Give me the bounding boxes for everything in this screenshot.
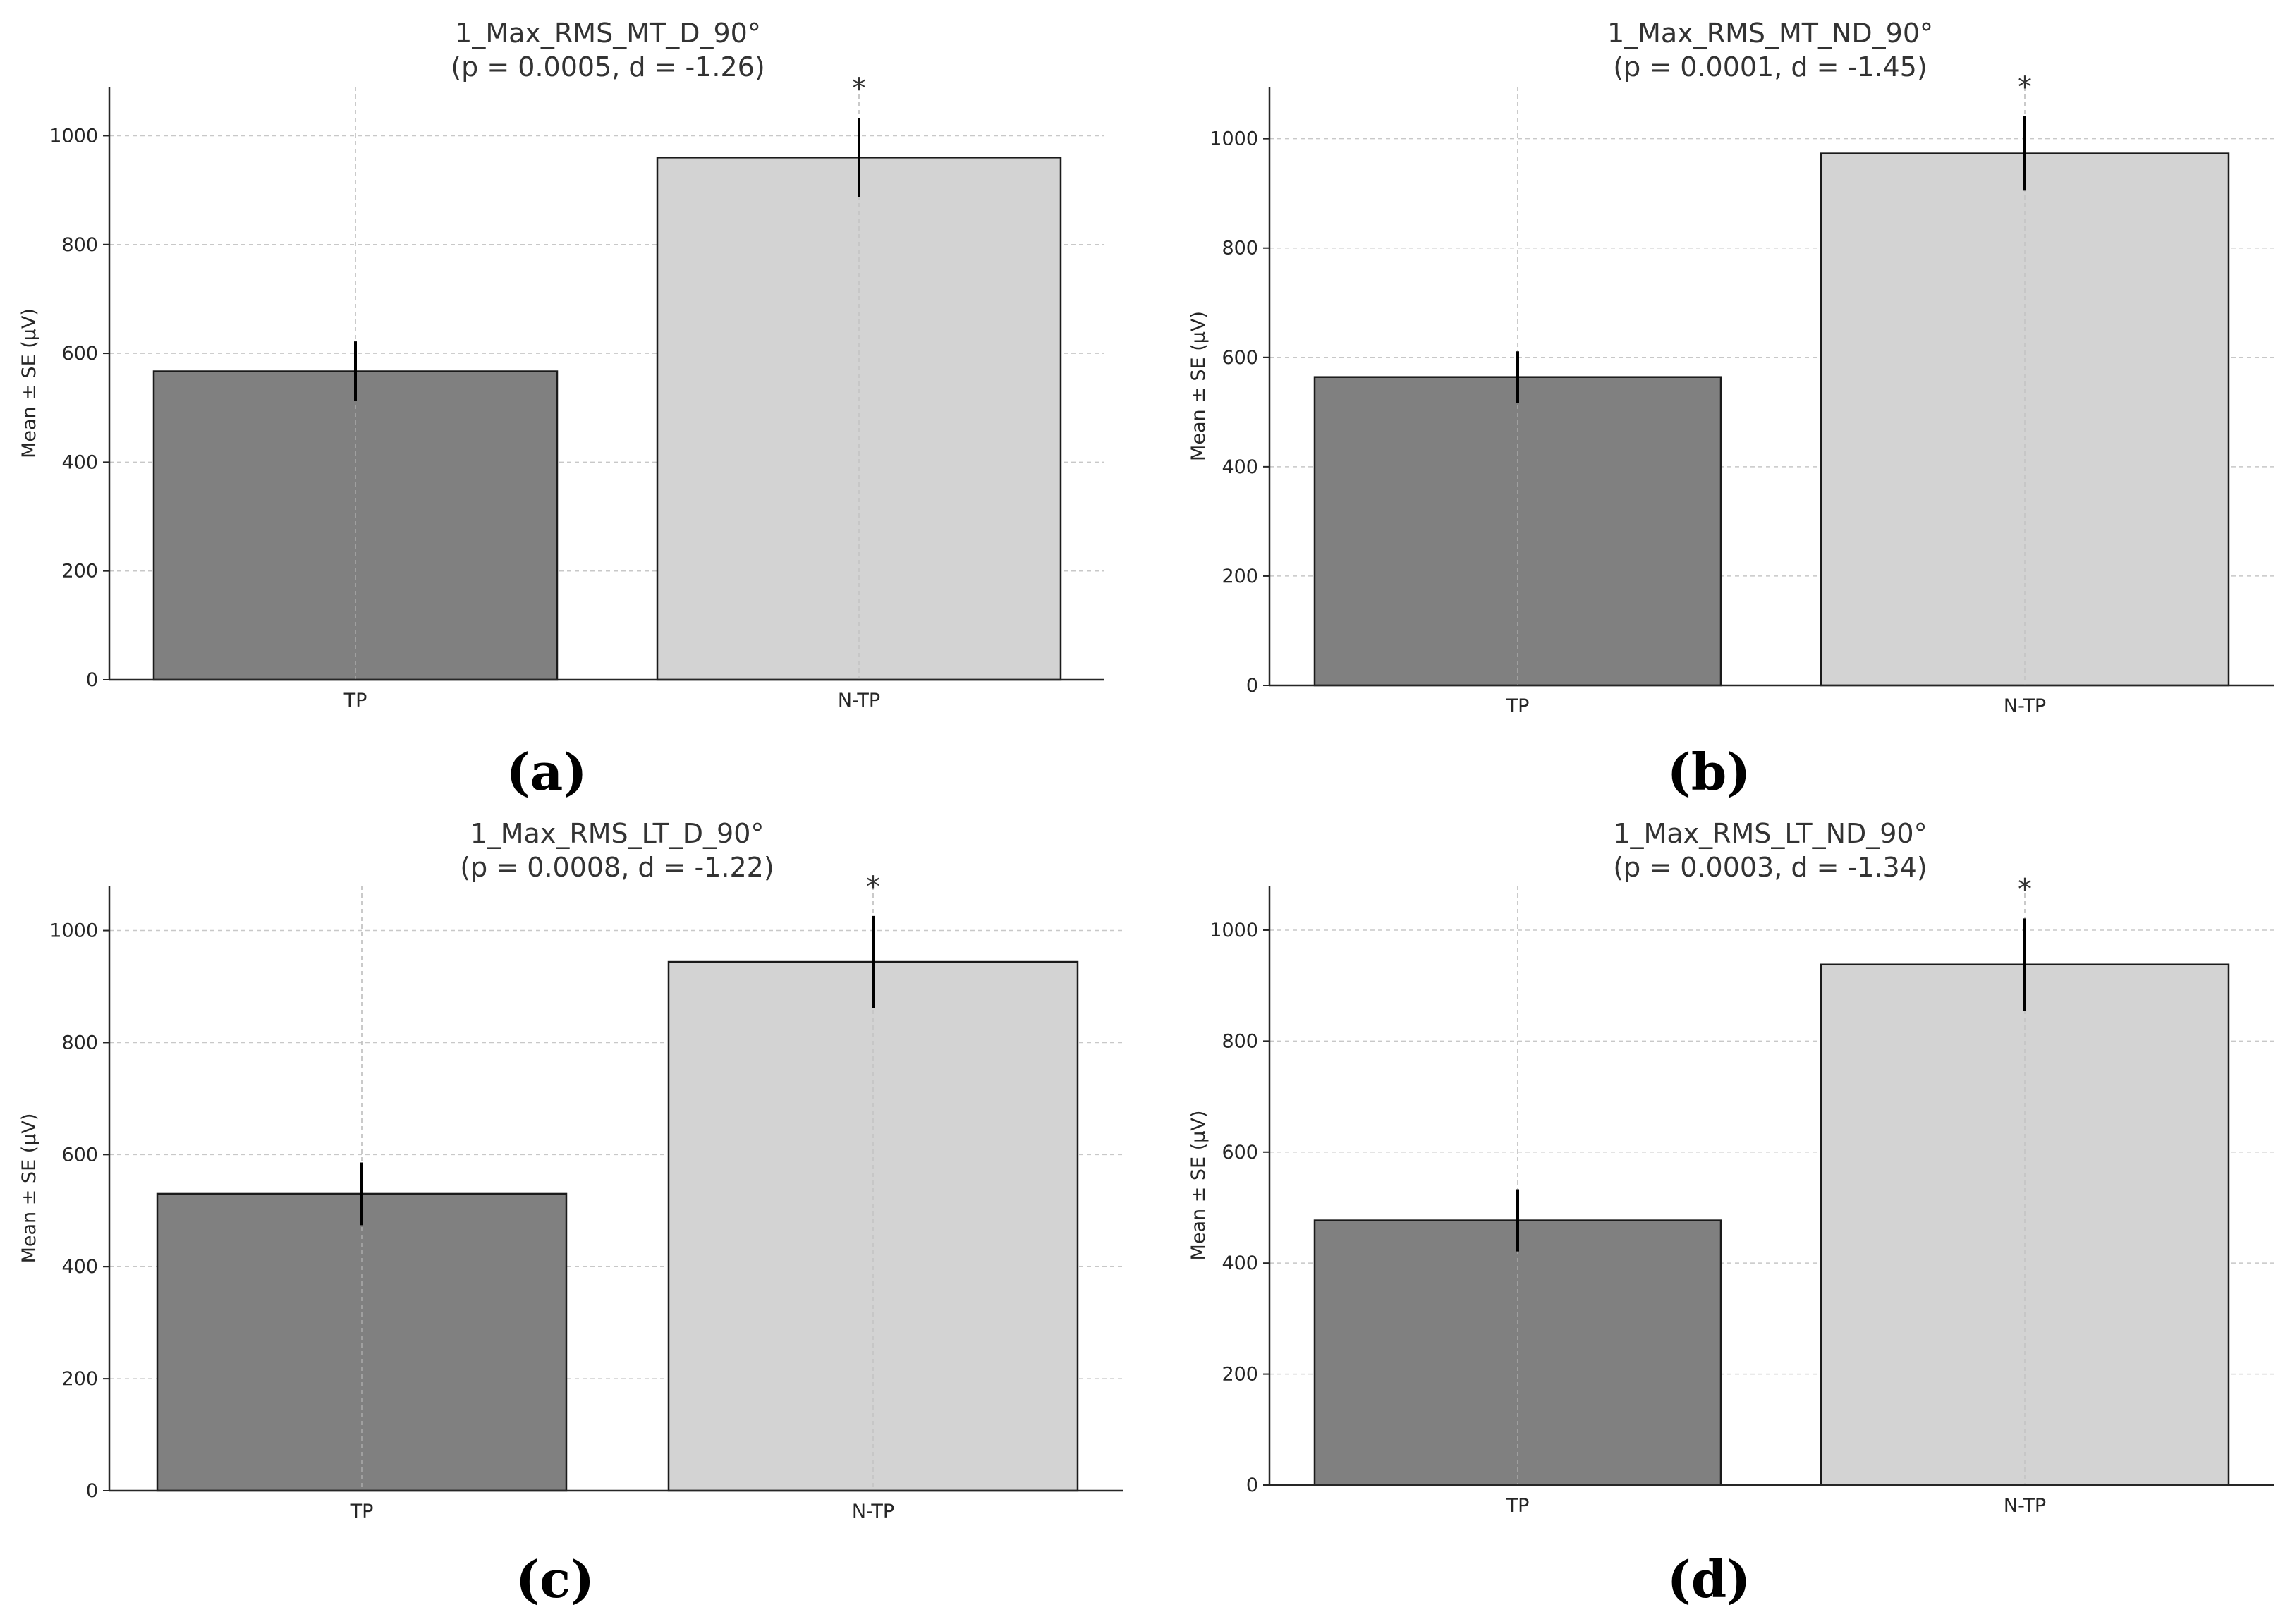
chart-title: 1_Max_RMS_MT_D_90° (455, 18, 761, 49)
y-tick-label: 800 (1222, 1030, 1258, 1052)
significance-marker: * (852, 73, 866, 105)
y-tick-label: 0 (86, 669, 98, 691)
x-tick-label: TP (1506, 1495, 1530, 1517)
chart-panel-d: TP * N-TP 0 200 400 600 800 1000 Mean ± SE (μV) 1_… (1188, 818, 2274, 1609)
chart-panel-c: TP * N-TP 0 200 400 600 800 1000 Mean ± SE (μV) 1_… (18, 818, 1123, 1609)
bar-n-tp (1820, 152, 2230, 687)
panel-label: (d) (1667, 1549, 1750, 1609)
significance-marker: * (866, 871, 880, 903)
chart-title: 1_Max_RMS_MT_ND_90° (1607, 18, 1933, 49)
y-axis-label: Mean ± SE (μV) (1188, 1111, 1210, 1261)
y-tick-label: 400 (1222, 456, 1258, 478)
x-tick-label: N-TP (852, 1501, 894, 1522)
x-tick-label: TP (1506, 695, 1530, 717)
y-tick-label: 1000 (49, 920, 98, 942)
y-tick-label: 200 (1222, 1364, 1258, 1386)
chart-subtitle: (p = 0.0001, d = -1.45) (1613, 51, 1927, 83)
y-tick-label: 600 (1222, 347, 1258, 369)
y-tick-label: 600 (1222, 1142, 1258, 1164)
y-axis-label: Mean ± SE (μV) (1188, 311, 1210, 461)
chart-subtitle: (p = 0.0003, d = -1.34) (1613, 852, 1927, 883)
chart-subtitle: (p = 0.0005, d = -1.26) (451, 51, 765, 83)
chart-title: 1_Max_RMS_LT_D_90° (470, 818, 765, 849)
y-tick-label: 400 (1222, 1252, 1258, 1274)
y-tick-label: 200 (61, 561, 98, 582)
y-tick-label: 400 (61, 451, 98, 473)
x-tick-label: TP (343, 690, 367, 712)
x-tick-label: N-TP (2004, 695, 2046, 717)
y-tick-label: 200 (61, 1368, 98, 1390)
chart-title: 1_Max_RMS_LT_ND_90° (1613, 818, 1927, 849)
x-tick-label: N-TP (2004, 1495, 2046, 1517)
x-tick-label: TP (350, 1501, 374, 1522)
y-tick-label: 1000 (1210, 128, 1258, 150)
y-tick-label: 600 (61, 343, 98, 365)
y-tick-label: 0 (1246, 1475, 1258, 1496)
y-tick-label: 800 (61, 234, 98, 256)
y-tick-label: 1000 (1210, 920, 1258, 941)
panel-label: (b) (1667, 742, 1750, 802)
y-axis-label: Mean ± SE (μV) (18, 308, 40, 458)
significance-marker: * (2018, 873, 2032, 905)
y-tick-label: 0 (1246, 675, 1258, 697)
chart-subtitle: (p = 0.0008, d = -1.22) (460, 852, 774, 883)
chart-panel-b: TP * N-TP 0 200 400 600 800 1000 Mean ± SE (μV) 1_… (1188, 18, 2274, 802)
y-tick-label: 800 (61, 1032, 98, 1054)
chart-panel-a: TP * N-TP 0 200 400 600 800 1000 Mean ± SE (μV) 1_… (18, 18, 1104, 802)
y-tick-label: 400 (61, 1256, 98, 1278)
y-tick-label: 0 (86, 1480, 98, 1502)
y-tick-label: 1000 (49, 125, 98, 147)
y-tick-label: 800 (1222, 238, 1258, 260)
y-tick-label: 200 (1222, 566, 1258, 587)
significance-marker: * (2018, 71, 2032, 104)
y-tick-label: 600 (61, 1144, 98, 1166)
panel-label: (a) (506, 742, 587, 802)
y-axis-label: Mean ± SE (μV) (18, 1113, 40, 1264)
panel-label: (c) (516, 1549, 595, 1609)
x-tick-label: N-TP (838, 690, 880, 712)
